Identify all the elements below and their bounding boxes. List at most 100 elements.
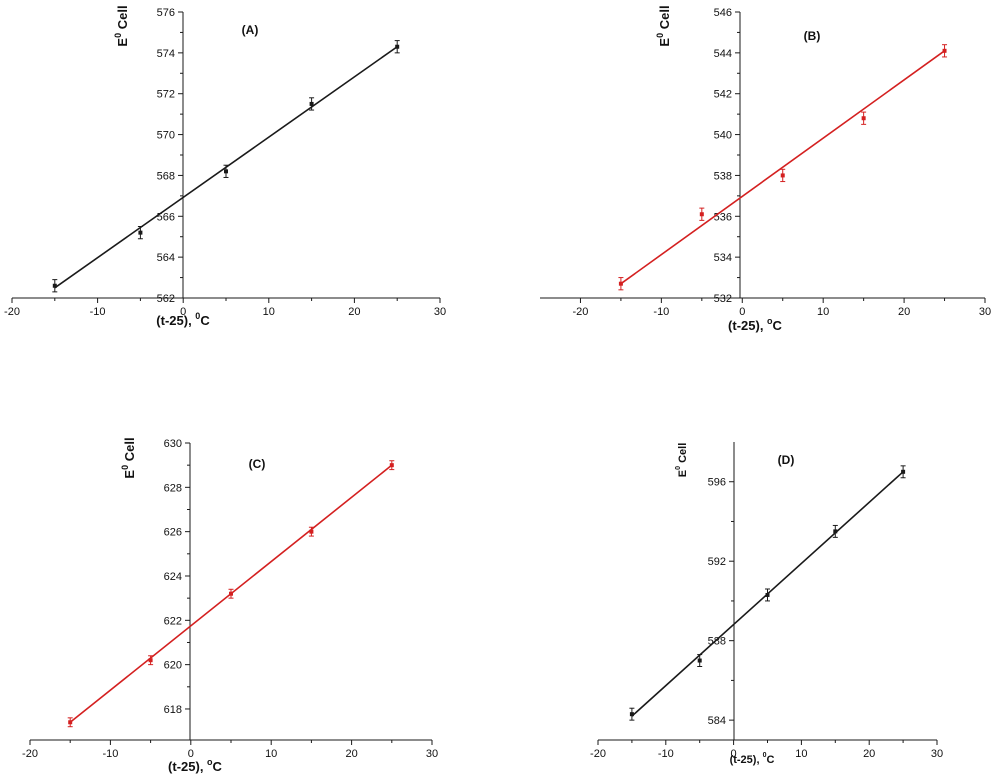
y-tick-label: 628 (164, 482, 182, 494)
data-marker (395, 44, 400, 49)
data-point (900, 465, 906, 479)
y-tick-label: 572 (157, 89, 175, 101)
y-tick-label: 570 (157, 130, 175, 142)
y-tick-label: 532 (714, 293, 732, 305)
x-tick-label: -20 (573, 306, 589, 318)
x-axis-title-unit: C (213, 759, 223, 774)
x-axis-title-text: (t-25), (728, 318, 767, 333)
x-tick-label: 10 (795, 748, 807, 760)
y-axis-title-sup: 0 (675, 466, 682, 470)
y-tick-label: 626 (164, 527, 182, 539)
x-tick-label: 10 (263, 306, 275, 318)
x-tick-label: -20 (22, 748, 38, 760)
data-point (52, 279, 58, 293)
data-marker (224, 169, 228, 174)
data-marker (52, 283, 57, 288)
data-marker (389, 463, 394, 468)
chart-panel-a: -20 -10 0 10 20 30 562 564 566 568 570 572 574 576 (A)… (4, 5, 446, 328)
x-axis-title: (t-25), oC (168, 757, 223, 774)
y-tick-label: 576 (157, 7, 175, 19)
data-marker (618, 281, 623, 286)
data-marker (629, 712, 634, 717)
y-tick-label: 544 (714, 48, 732, 60)
panel-label: (B) (804, 29, 821, 43)
y-tick-label: 574 (157, 48, 175, 60)
y-tick-label: 542 (714, 89, 732, 101)
x-tick-label: -10 (102, 748, 118, 760)
y-tick-label: 630 (164, 438, 182, 450)
x-axis-title-text: (t-25), (156, 313, 195, 328)
data-point (942, 44, 948, 58)
y-tick-label: 584 (708, 715, 726, 727)
y-axis-title: E0 Cell (675, 443, 689, 477)
y-tick-label: 568 (157, 170, 175, 182)
y-tick-label: 564 (157, 252, 175, 264)
data-marker (699, 212, 704, 217)
x-tick-label: 0 (731, 748, 737, 760)
data-point (228, 588, 234, 599)
data-marker (901, 469, 906, 474)
y-tick-label: 620 (164, 660, 182, 672)
x-axis-title-text: (t-25), (730, 754, 763, 766)
data-point (699, 207, 705, 221)
x-tick-label: 30 (979, 306, 991, 318)
data-marker (861, 116, 866, 121)
data-marker (765, 592, 770, 597)
y-tick-label: 538 (714, 170, 732, 182)
x-tick-label: 0 (188, 748, 194, 760)
y-axis-title-rest: Cell (657, 5, 672, 32)
x-tick-label: 0 (180, 306, 186, 318)
y-tick-label: 592 (708, 556, 726, 568)
y-axis-title-text: E (115, 38, 130, 47)
panel-label: (C) (249, 457, 266, 471)
x-tick-label: 10 (817, 306, 829, 318)
panel-label: (A) (242, 23, 259, 37)
data-point (629, 707, 635, 721)
data-point (308, 526, 314, 537)
x-tick-label: 0 (739, 306, 745, 318)
y-tick-label: 562 (157, 293, 175, 305)
x-tick-label: 30 (931, 748, 943, 760)
x-tick-label: -20 (4, 306, 20, 318)
data-point (780, 168, 786, 183)
y-axis-title-text: E (677, 470, 689, 477)
data-marker (833, 529, 838, 534)
y-tick-label: 624 (164, 571, 182, 583)
y-axis-title-text: E (122, 470, 137, 479)
data-point (389, 460, 395, 471)
data-marker (697, 658, 702, 663)
y-axis-title-rest: Cell (115, 5, 130, 32)
x-axis-title: (t-25), 0C (730, 752, 775, 766)
y-axis-title: E0 Cell (113, 5, 130, 46)
x-tick-label: 20 (898, 306, 910, 318)
x-tick-label: 30 (434, 306, 446, 318)
data-point (148, 655, 154, 666)
x-axis-title-unit: C (766, 754, 774, 766)
y-axis-title-sup: 0 (120, 465, 130, 470)
data-point (697, 654, 703, 667)
data-marker (309, 101, 314, 106)
y-axis-title-sup: 0 (655, 33, 665, 38)
y-axis-title: E0 Cell (655, 5, 672, 46)
x-tick-label: 20 (345, 748, 357, 760)
y-axis-title-text: E (657, 38, 672, 47)
data-marker (138, 230, 143, 235)
x-axis-title: (t-25), oC (728, 316, 783, 333)
data-point (67, 717, 73, 728)
data-point (832, 524, 838, 538)
x-axis-title-sup: 0 (195, 311, 200, 321)
x-tick-label: -10 (653, 306, 669, 318)
panel-label: (D) (778, 453, 795, 467)
data-marker (780, 173, 785, 178)
x-axis-title-sup: o (207, 757, 213, 767)
x-axis-title-text: (t-25), (168, 759, 207, 774)
y-tick-label: 534 (714, 252, 732, 264)
y-axis-title-rest: Cell (122, 437, 137, 464)
x-tick-label: 20 (863, 748, 875, 760)
data-point (861, 111, 867, 125)
data-point (394, 40, 400, 54)
data-point (223, 164, 229, 178)
data-point (765, 588, 770, 602)
y-tick-label: 618 (164, 704, 182, 716)
